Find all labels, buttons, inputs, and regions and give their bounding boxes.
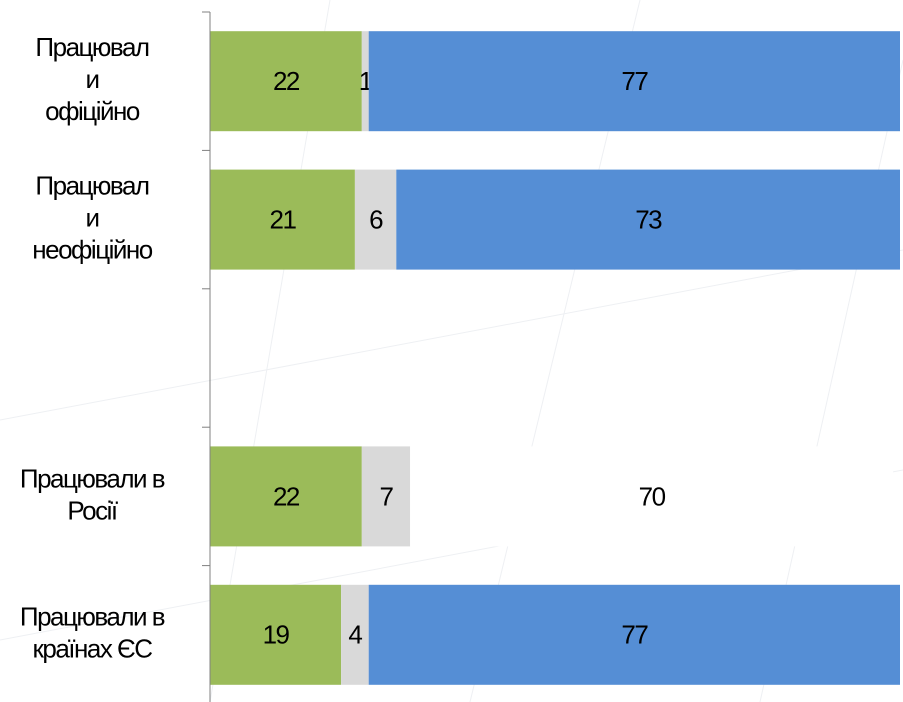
bar-segment [368, 31, 900, 132]
value-label: 70 [639, 481, 666, 511]
category-label: Працювал [35, 170, 148, 200]
bar-segment [210, 31, 362, 132]
bar-segment [354, 169, 397, 270]
category-label: Працювали в [20, 463, 165, 493]
bar-segment [361, 446, 411, 547]
category-label: Працювали в [20, 602, 165, 632]
category-label: офіційно [45, 96, 140, 126]
value-label: 7 [379, 481, 393, 511]
bar-segment [210, 584, 342, 685]
value-label: 6 [369, 204, 383, 234]
value-label: 77 [621, 620, 648, 650]
category-label: Працювал [35, 32, 148, 62]
bar-segment [410, 446, 894, 547]
category-label: Росії [67, 495, 117, 525]
category-label: країнах ЄС [32, 634, 152, 664]
value-label: 21 [269, 204, 296, 234]
value-label: 77 [621, 66, 648, 96]
category-label: неофіційно [32, 234, 152, 264]
bar-segment [368, 584, 900, 685]
value-label: 19 [263, 620, 290, 650]
category-label: и [85, 64, 98, 94]
bar-segment [210, 446, 362, 547]
bar-segment [361, 31, 369, 132]
value-label: 22 [273, 66, 300, 96]
value-label: 4 [348, 620, 362, 650]
bar-segment [396, 169, 900, 270]
bar-segment [341, 584, 369, 685]
value-label: 22 [273, 481, 300, 511]
category-label: и [85, 202, 98, 232]
value-label: 73 [635, 204, 662, 234]
bar-segment [210, 169, 355, 270]
